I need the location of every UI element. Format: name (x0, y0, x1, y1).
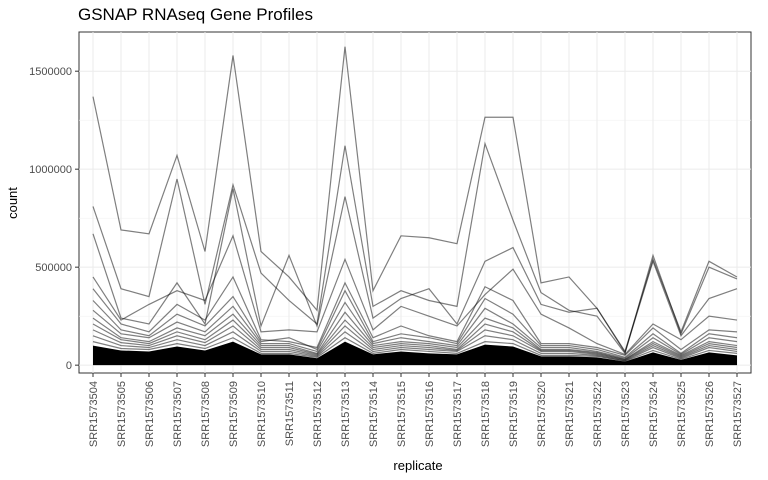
x-tick-label: SRR1573527 (732, 381, 744, 447)
series-line (92, 331, 738, 362)
x-tick-label: SRR1573517 (452, 381, 464, 447)
x-tick-label: SRR1573510 (256, 381, 268, 447)
x-tick-label: SRR1573504 (88, 381, 100, 447)
x-axis-title: replicate (393, 458, 442, 473)
x-tick-label: SRR1573516 (424, 381, 436, 447)
x-tick-label: SRR1573509 (228, 381, 240, 447)
y-axis-title: count (5, 187, 20, 219)
x-tick-label: SRR1573521 (564, 381, 576, 447)
x-axis-ticks: SRR1573504 SRR1573505 SRR1573506 SRR1573507… (88, 373, 744, 447)
y-tick-label: 1500000 (29, 66, 72, 78)
series-line (92, 275, 738, 357)
x-tick-label: SRR1573525 (676, 381, 688, 447)
x-tick-label: SRR1573526 (704, 381, 716, 447)
y-axis-ticks: 0 500000 1000000 1500000 (29, 66, 79, 372)
series-line (92, 337, 738, 362)
series-line (92, 234, 738, 356)
x-tick-label: SRR1573505 (116, 381, 128, 447)
x-tick-label: SRR1573513 (340, 381, 352, 447)
series-line (92, 301, 738, 359)
x-tick-label: SRR1573524 (648, 381, 660, 447)
x-tick-label: SRR1573520 (536, 381, 548, 447)
y-tick-label: 0 (66, 360, 72, 372)
x-tick-label: SRR1573519 (508, 381, 520, 447)
x-tick-label: SRR1573523 (620, 381, 632, 447)
series-line (92, 319, 738, 361)
x-tick-label: SRR1573511 (284, 381, 296, 446)
y-tick-label: 500000 (35, 262, 72, 274)
x-tick-label: SRR1573507 (172, 381, 184, 447)
series-line (92, 325, 738, 361)
x-tick-label: SRR1573518 (480, 381, 492, 447)
x-tick-label: SRR1573514 (368, 381, 380, 447)
grid-minor (79, 119, 751, 317)
plot-panel (78, 31, 752, 374)
series-line (92, 289, 738, 358)
x-tick-label: SRR1573508 (200, 381, 212, 447)
x-tick-label: SRR1573515 (396, 381, 408, 447)
x-tick-label: SRR1573506 (144, 381, 156, 447)
y-tick-label: 1000000 (29, 164, 72, 176)
x-tick-label: SRR1573512 (312, 381, 324, 447)
dense-series-band (93, 341, 737, 366)
series-layer (92, 46, 738, 366)
x-tick-label: SRR1573522 (592, 381, 604, 447)
chart-title: GSNAP RNAseq Gene Profiles (78, 5, 313, 24)
